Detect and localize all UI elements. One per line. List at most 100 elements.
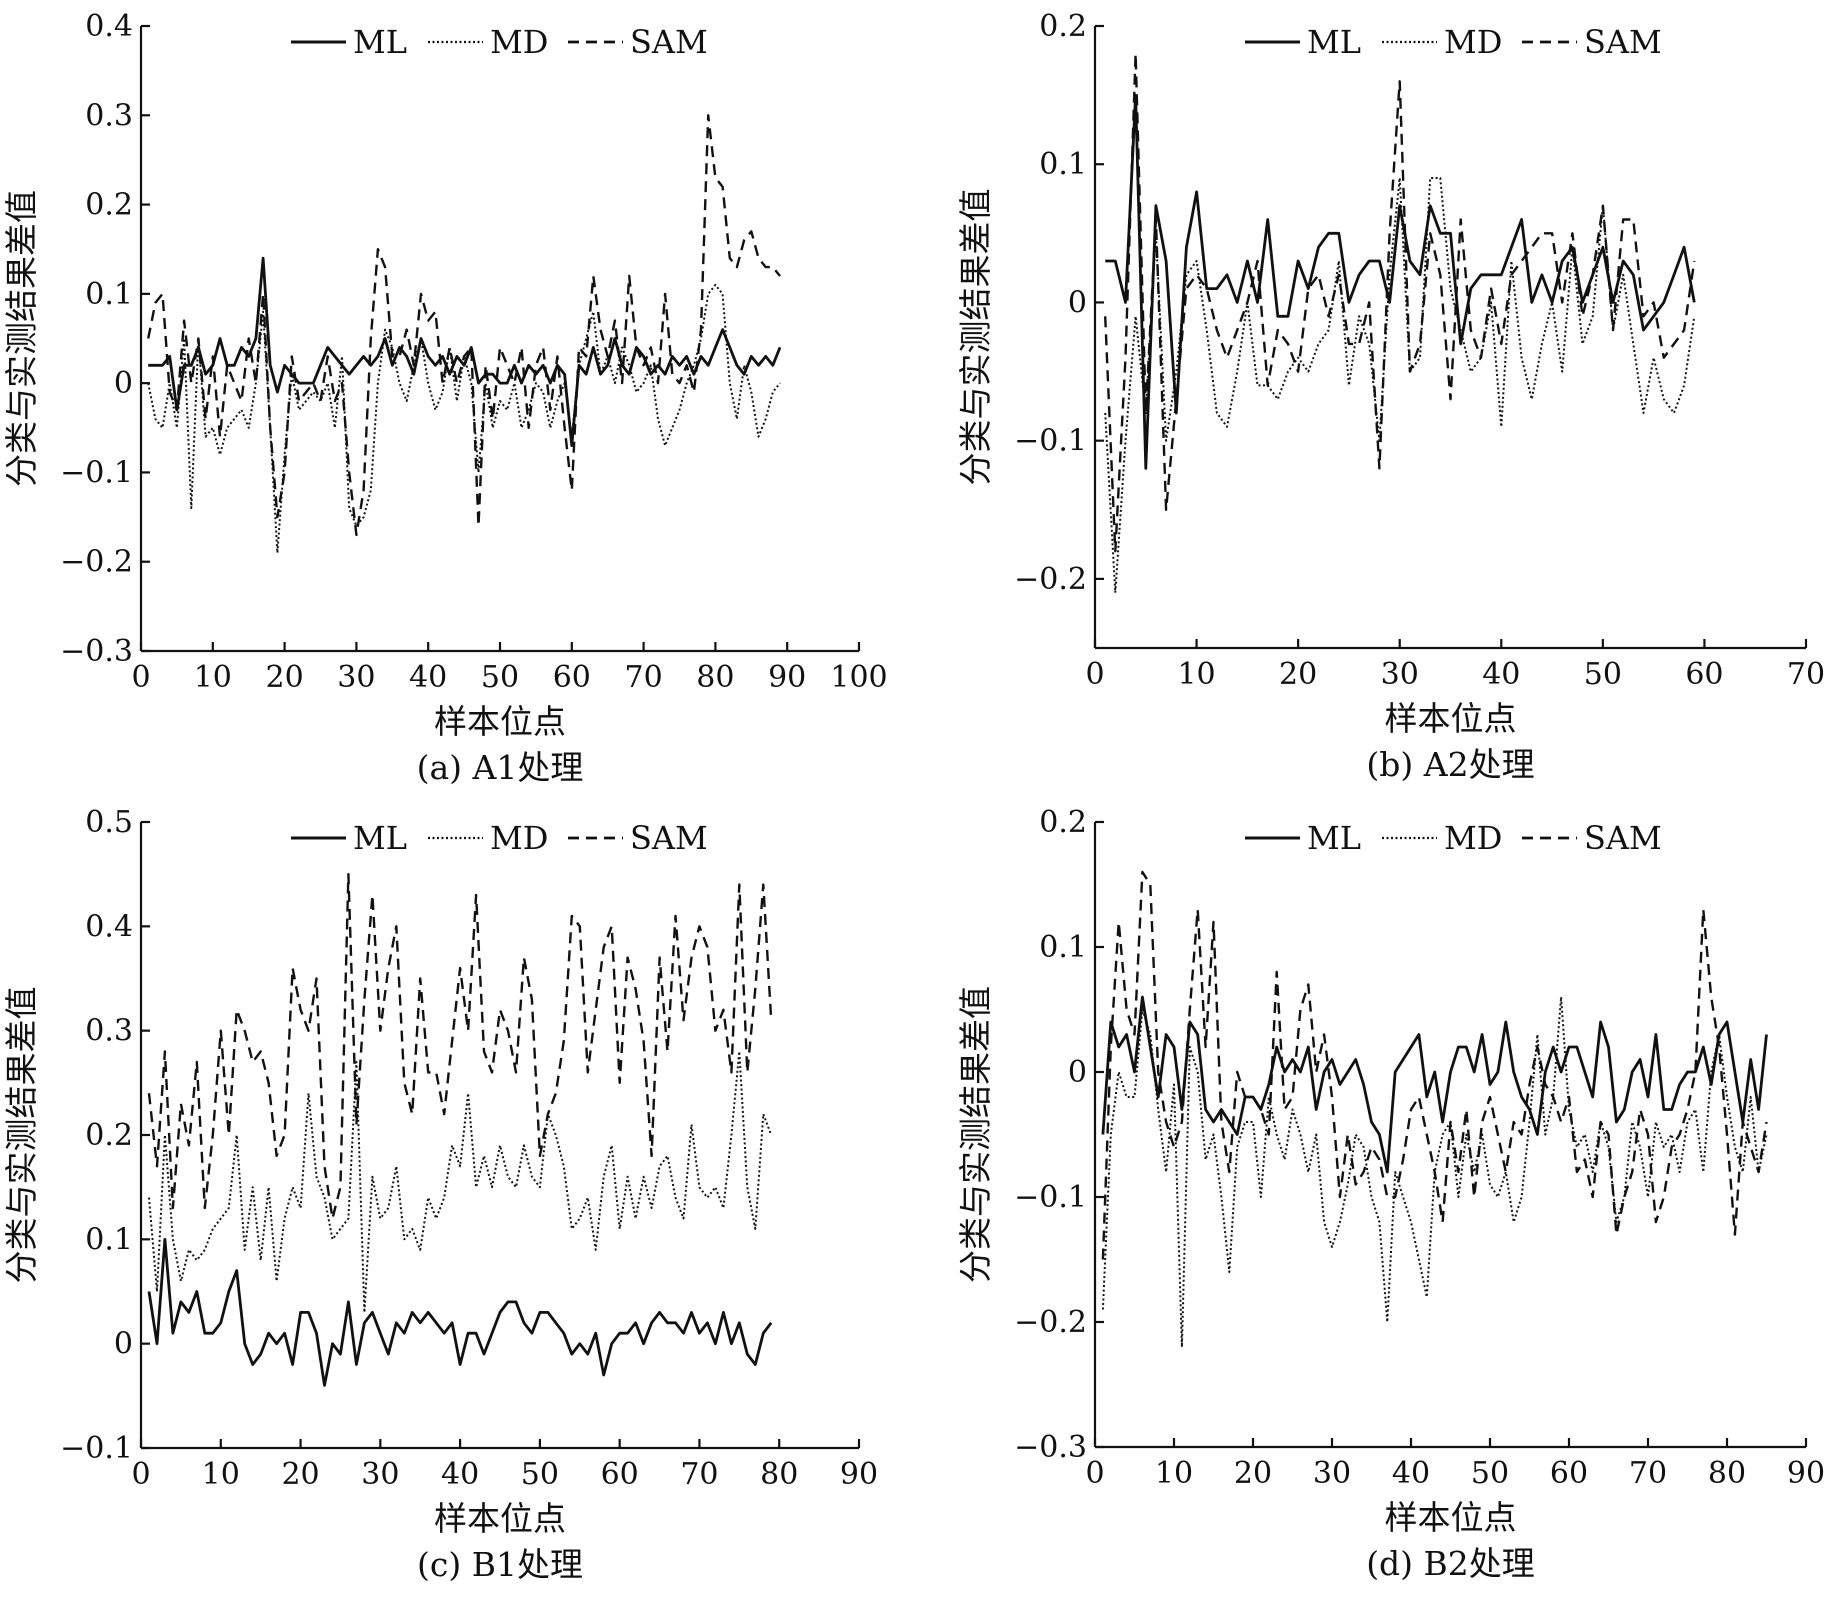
x-tick-label: 100 (830, 660, 887, 695)
legend-label-md: MD (1444, 819, 1502, 857)
y-axis-label: 分类与实测结果差值 (956, 986, 995, 1283)
legend-label-sam: SAM (630, 819, 708, 857)
y-tick-label: 0.1 (85, 277, 133, 312)
y-axis-label: 分类与实测结果差值 (2, 987, 41, 1284)
x-tick-label: 90 (840, 1457, 878, 1492)
panel-b: −0.2 −0.1 0 0.1 0.2 0 10 20 30 40 50 60 70 ML MD SAM 分类与… (956, 9, 1825, 784)
x-tick-label: 40 (409, 660, 447, 695)
y-axis-label: 分类与实测结果差值 (956, 189, 995, 486)
y-tick-label: −0.2 (60, 545, 133, 580)
x-tick-label: 80 (696, 660, 734, 695)
legend-label-ml: ML (353, 23, 407, 61)
panel-caption: (d) B2处理 (1366, 1544, 1535, 1583)
x-tick-label: 30 (1381, 657, 1419, 692)
y-tick-label: −0.1 (1014, 424, 1087, 459)
series-line-sam (1101, 870, 1768, 1260)
x-tick-label: 60 (1550, 1456, 1588, 1491)
x-tick-label: 10 (1155, 1456, 1193, 1491)
x-tick-label: 60 (553, 660, 591, 695)
series-line-sam (147, 114, 781, 537)
x-tick-label: 80 (1708, 1456, 1746, 1491)
x-tick-label: 40 (441, 1457, 479, 1492)
y-tick-label: 0 (114, 1327, 133, 1362)
y-tick-label: 0.2 (85, 188, 133, 223)
x-tick-label: 0 (1085, 1456, 1104, 1491)
panel-a: −0.3 −0.2 −0.1 0 0.1 0.2 0.3 0.4 0 10 20 30 40 50 60 70… (2, 9, 888, 787)
y-tick-label: −0.3 (1014, 1430, 1087, 1465)
series-line-md (148, 1050, 773, 1314)
x-tick-label: 20 (1279, 657, 1317, 692)
legend-label-md: MD (1444, 23, 1502, 61)
x-tick-label: 30 (361, 1457, 399, 1492)
x-tick-label: 70 (625, 660, 663, 695)
x-tick-label: 80 (760, 1457, 798, 1492)
y-tick-label: 0 (1068, 285, 1087, 320)
legend-label-md: MD (490, 23, 548, 61)
x-tick-label: 20 (266, 660, 304, 695)
x-tick-label: 0 (131, 1457, 150, 1492)
y-tick-label: 0.2 (85, 1118, 133, 1153)
legend-label-sam: SAM (1584, 23, 1662, 61)
y-tick-label: 0.5 (85, 805, 133, 840)
y-tick-label: 0.1 (1039, 147, 1087, 182)
y-tick-label: 0.1 (1039, 930, 1087, 965)
x-tick-label: 20 (281, 1457, 319, 1492)
x-tick-label: 90 (1787, 1456, 1825, 1491)
x-tick-label: 40 (1392, 1456, 1430, 1491)
y-tick-label: 0 (114, 366, 133, 401)
series-line-ml (1105, 93, 1696, 470)
y-tick-label: 0.4 (85, 909, 133, 944)
x-tick-label: 10 (202, 1457, 240, 1492)
legend-label-md: MD (490, 819, 548, 857)
y-tick-label: −0.1 (1014, 1180, 1087, 1215)
x-tick-label: 30 (337, 660, 375, 695)
x-tick-label: 50 (521, 1457, 559, 1492)
y-tick-label: 0.2 (1039, 805, 1087, 840)
series-line-ml (147, 1237, 773, 1387)
panel-caption: (b) A2处理 (1366, 745, 1534, 784)
series-line-ml (1101, 995, 1768, 1174)
x-tick-label: 50 (1584, 657, 1622, 692)
panel-caption: (c) B1处理 (417, 1545, 583, 1584)
panel-d: −0.3 −0.2 −0.1 0 0.1 0.2 0 10 20 30 40 50 60 70 80 90 ML… (956, 805, 1825, 1583)
x-tick-label: 50 (481, 660, 519, 695)
series-line-sam (147, 873, 773, 1220)
x-tick-label: 0 (1085, 657, 1104, 692)
series-line-ml (148, 256, 782, 448)
legend-label-ml: ML (353, 819, 407, 857)
legend-label-sam: SAM (1584, 819, 1662, 857)
x-tick-label: 10 (1177, 657, 1215, 692)
legend-label-sam: SAM (630, 23, 708, 61)
x-tick-label: 30 (1313, 1456, 1351, 1491)
y-tick-label: 0 (1068, 1055, 1087, 1090)
y-tick-label: −0.1 (60, 455, 133, 490)
y-tick-label: −0.3 (60, 634, 133, 669)
series-line-md (1101, 996, 1768, 1348)
x-tick-label: 10 (194, 660, 232, 695)
x-axis-label: 样本位点 (1385, 699, 1517, 738)
y-tick-label: 0.4 (85, 9, 133, 44)
y-tick-label: 0.3 (85, 1014, 133, 1049)
y-axis-label: 分类与实测结果差值 (2, 190, 41, 487)
x-tick-label: 50 (1471, 1456, 1509, 1491)
x-tick-label: 60 (1685, 657, 1723, 692)
x-tick-label: 0 (131, 660, 150, 695)
x-tick-label: 70 (680, 1457, 718, 1492)
legend-label-ml: ML (1307, 819, 1361, 857)
x-tick-label: 70 (1787, 657, 1825, 692)
y-tick-label: −0.2 (1014, 562, 1087, 597)
x-axis-label: 样本位点 (434, 702, 566, 741)
y-tick-label: 0.1 (85, 1222, 133, 1257)
y-tick-label: 0.3 (85, 98, 133, 133)
x-tick-label: 60 (601, 1457, 639, 1492)
x-axis-label: 样本位点 (434, 1499, 566, 1538)
series-line-md (1104, 177, 1696, 594)
series-line-sam (1104, 52, 1696, 553)
panel-caption: (a) A1处理 (417, 748, 584, 787)
y-tick-label: −0.2 (1014, 1305, 1087, 1340)
legend-label-ml: ML (1307, 23, 1361, 61)
panel-c: −0.100.10.20.30.40.50 10 20 30 40 50 60 70 80 90M… (2, 805, 878, 1584)
x-tick-label: 70 (1629, 1456, 1667, 1491)
x-tick-label: 40 (1482, 657, 1520, 692)
